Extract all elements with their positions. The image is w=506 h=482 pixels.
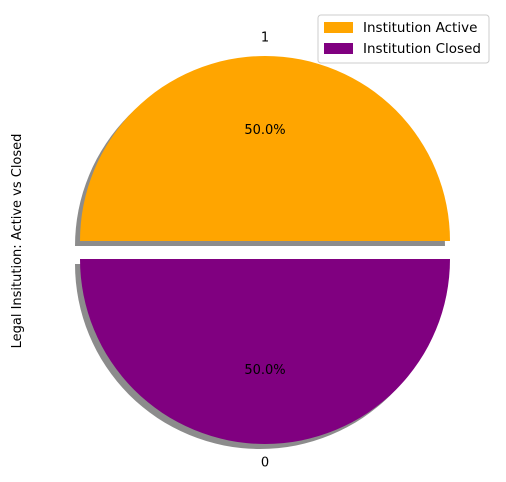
legend-swatch-active bbox=[324, 22, 353, 33]
legend-swatch-closed bbox=[324, 43, 353, 54]
legend-label-closed: Institution Closed bbox=[363, 41, 481, 57]
pie-slice-1 bbox=[80, 56, 450, 241]
pie-labels: 50.0% 1 50.0% 0 bbox=[244, 31, 285, 471]
legend-label-active: Institution Active bbox=[363, 20, 477, 36]
legend-frame bbox=[317, 14, 490, 64]
slice-label-1: 1 bbox=[261, 31, 269, 46]
legend: Institution Active Institution Closed bbox=[317, 14, 490, 64]
pie-slices bbox=[80, 56, 450, 444]
pct-label-1: 50.0% bbox=[244, 123, 285, 138]
slice-label-0: 0 bbox=[261, 456, 269, 471]
y-axis-label: Legal Insitution: Active vs Closed bbox=[10, 134, 25, 349]
pct-label-0: 50.0% bbox=[244, 363, 285, 378]
pie-slice-0 bbox=[80, 259, 450, 444]
